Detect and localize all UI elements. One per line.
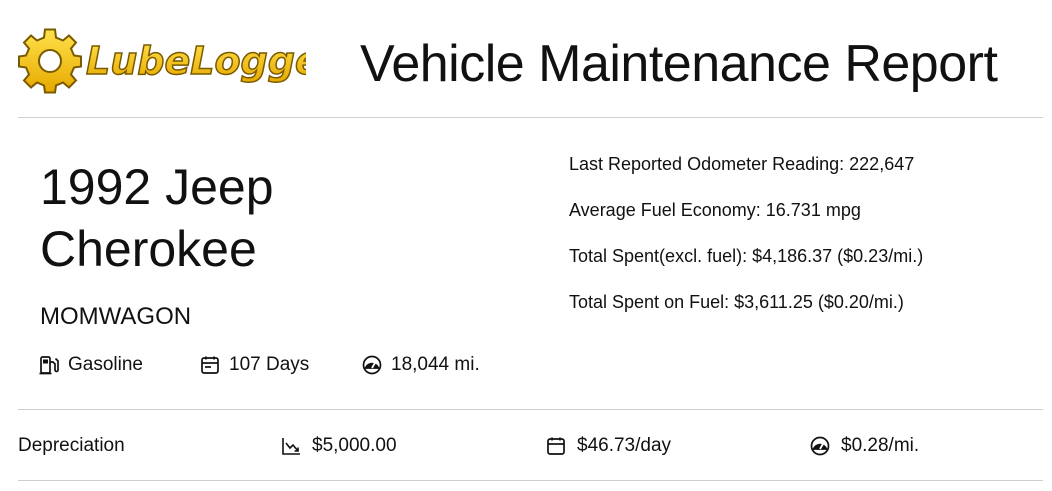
calendar-icon: [545, 435, 567, 457]
fuel-type-label: Gasoline: [68, 354, 143, 375]
depreciation-row: Depreciation $5,000.00 $46.73/day: [0, 410, 1052, 480]
depreciation-per-day-value: $46.73/day: [577, 435, 672, 456]
report-header: LubeLogger Vehicle Maintenance Report: [0, 0, 1052, 118]
fuel-economy-stat: Average Fuel Economy: 16.731 mpg: [569, 200, 861, 220]
trend-down-icon: [280, 435, 302, 457]
days-chip: 107 Days: [199, 351, 309, 379]
distance-label: 18,044 mi.: [391, 354, 480, 375]
section-divider: [18, 409, 1043, 410]
fuel-type-chip: Gasoline: [38, 351, 143, 379]
calendar-icon: [199, 354, 221, 376]
license-plate: MOMWAGON: [40, 303, 192, 330]
header-divider: [18, 117, 1043, 118]
lubelogger-logo: LubeLogger: [16, 28, 306, 94]
depreciation-per-day: $46.73/day: [545, 432, 671, 460]
depreciation-total-value: $5,000.00: [312, 435, 397, 456]
logo-wordmark: LubeLogger: [86, 39, 306, 83]
days-label: 107 Days: [229, 354, 310, 375]
speedometer-icon: [361, 354, 383, 376]
fuel-pump-icon: [38, 354, 60, 376]
depreciation-per-mile-value: $0.28/mi.: [841, 435, 920, 456]
report-title: Vehicle Maintenance Report: [360, 35, 998, 93]
speedometer-icon: [809, 435, 831, 457]
vehicle-name: 1992 Jeep Cherokee: [40, 159, 274, 277]
gear-icon: [18, 28, 82, 94]
vehicle-stats: Last Reported Odometer Reading: 222,647 …: [569, 150, 1029, 334]
total-spent-stat: Total Spent(excl. fuel): $4,186.37 ($0.2…: [569, 246, 924, 266]
bottom-divider: [18, 480, 1043, 481]
depreciation-per-mile: $0.28/mi.: [809, 432, 919, 460]
fuel-spent-stat: Total Spent on Fuel: $3,611.25 ($0.20/mi…: [569, 292, 904, 312]
depreciation-label: Depreciation: [18, 435, 125, 456]
odometer-stat: Last Reported Odometer Reading: 222,647: [569, 154, 915, 174]
distance-chip: 18,044 mi.: [361, 351, 480, 379]
depreciation-total: $5,000.00: [280, 432, 397, 460]
